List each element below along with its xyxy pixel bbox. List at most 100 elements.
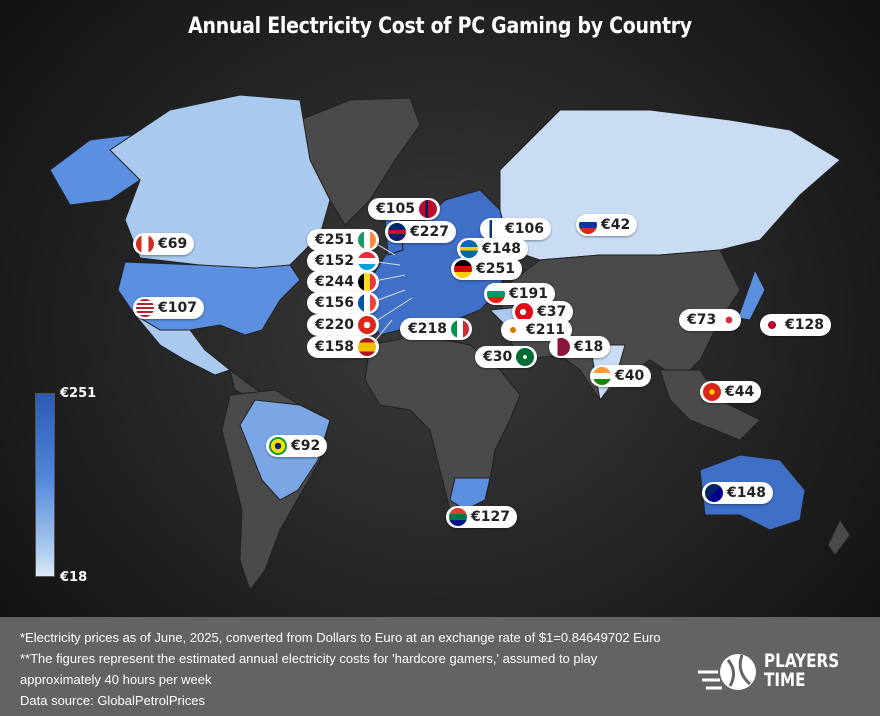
legend-max: €251 [60,386,97,401]
price-value: €156 [315,295,354,311]
data-source: Data source: GlobalPetrolPrices [20,693,205,708]
price-value: €69 [158,236,188,252]
price-value: €107 [158,300,197,316]
price-value: €251 [476,261,515,277]
price-label-vn: €44 [700,381,762,403]
flag-ch-icon [357,316,376,334]
flag-lu-icon [357,252,376,270]
price-label-be: €244 [307,271,379,293]
price-value: €73 [687,312,717,328]
flag-br-icon [269,437,287,455]
flag-kr-icon [720,311,739,329]
flag-in-icon [593,367,611,385]
price-label-ie: €251 [307,229,379,251]
flag-gb-icon [388,223,406,241]
footer: *Electricity prices as of June, 2025, co… [0,617,880,716]
price-label-in: €40 [590,365,652,387]
price-label-ru: €42 [576,214,638,236]
flag-se-icon [460,240,478,258]
price-label-ch: €220 [307,314,379,336]
price-label-no: €105 [368,198,440,220]
price-label-es: €158 [307,336,379,358]
price-label-ca: €69 [133,233,195,255]
flag-no-icon [418,200,437,218]
se-asia [659,369,761,441]
price-value: €251 [315,232,354,248]
flag-it-icon [450,320,469,338]
price-label-qa: €18 [549,336,611,358]
flag-es-icon [357,338,376,356]
price-value: €244 [315,274,354,290]
flag-qa-icon [552,338,570,356]
flag-tr-icon [515,303,533,321]
flag-us-icon [136,299,154,317]
price-label-kr: €73 [679,309,742,331]
flag-bg-icon [487,285,505,303]
price-value: €227 [410,224,449,240]
flag-fi-icon [483,220,501,238]
japan [737,268,766,321]
price-value: €105 [376,201,415,217]
price-label-de: €251 [451,258,522,280]
price-value: €191 [509,286,548,302]
price-label-za: €127 [446,506,517,528]
price-value: €218 [408,321,447,337]
flag-vn-icon [703,383,721,401]
price-label-lu: €152 [307,250,379,272]
price-value: €30 [483,349,513,365]
new-zealand [827,518,851,556]
price-value: €42 [601,217,631,233]
south-africa [449,477,491,511]
price-value: €148 [482,241,521,257]
logo-ball-icon [698,654,757,690]
flag-ru-icon [579,216,597,234]
price-value: €220 [315,317,354,333]
price-label-jp: €128 [760,314,831,336]
price-label-us: €107 [133,297,204,319]
price-value: €44 [725,384,755,400]
flag-de-icon [454,260,472,278]
price-label-au: €148 [702,482,773,504]
flag-za-icon [449,508,467,526]
price-value: €127 [471,509,510,525]
flag-jp-icon [763,316,781,334]
logo-text-1: PLAYERS [764,650,840,672]
price-value: €37 [537,304,567,320]
page-title: Annual Electricity Cost of PC Gaming by … [188,14,692,39]
flag-ca-icon [136,235,154,253]
russia [499,109,841,261]
price-value: €92 [291,438,321,454]
price-label-tr: €37 [512,301,574,323]
price-label-cy: €211 [501,319,572,341]
price-value: €152 [315,253,354,269]
flag-au-icon [705,484,723,502]
canada [109,94,331,271]
footnote-1: *Electricity prices as of June, 2025, co… [20,630,661,645]
flag-sa-icon [516,348,535,366]
price-value: €128 [785,317,824,333]
flag-cy-icon [504,321,522,339]
players-time-logo: PLAYERS TIME [698,650,858,694]
price-value: €106 [505,221,544,237]
price-label-it: €218 [400,318,472,340]
price-label-se: €148 [457,238,528,260]
logo-text-2: TIME [764,669,806,691]
flag-be-icon [357,273,376,291]
price-label-fr: €156 [307,292,379,314]
price-value: €158 [315,339,354,355]
price-label-fi: €106 [480,218,551,240]
legend-min: €18 [60,570,88,585]
price-label-gb: €227 [385,221,456,243]
price-value: €18 [574,339,604,355]
price-label-br: €92 [266,435,328,457]
price-value: €211 [526,322,565,338]
price-value: €40 [615,368,645,384]
price-label-sa: €30 [475,346,538,368]
price-value: €148 [727,485,766,501]
legend-gradient [35,393,55,577]
footnote-2: **The figures represent the estimated an… [20,651,598,687]
flag-ie-icon [357,231,376,249]
price-label-bg: €191 [484,283,555,305]
world-map [49,94,851,592]
